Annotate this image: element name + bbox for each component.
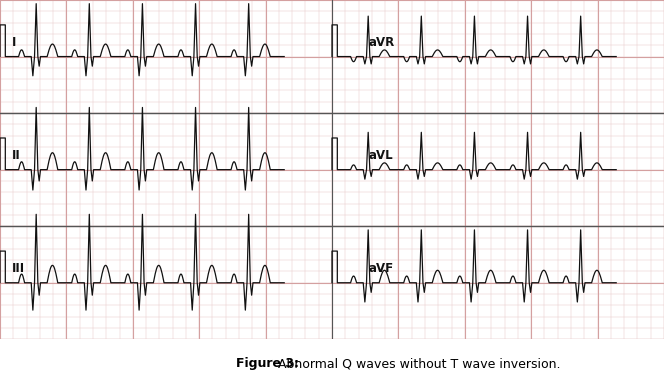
Text: I: I xyxy=(12,36,17,49)
Text: III: III xyxy=(12,262,25,275)
Text: Figure 3:: Figure 3: xyxy=(236,357,299,370)
Text: Abnormal Q waves without T wave inversion.: Abnormal Q waves without T wave inversio… xyxy=(274,357,560,370)
Text: II: II xyxy=(12,149,21,162)
Text: aVF: aVF xyxy=(369,262,394,275)
Text: aVR: aVR xyxy=(369,36,395,49)
Text: aVL: aVL xyxy=(369,149,393,162)
